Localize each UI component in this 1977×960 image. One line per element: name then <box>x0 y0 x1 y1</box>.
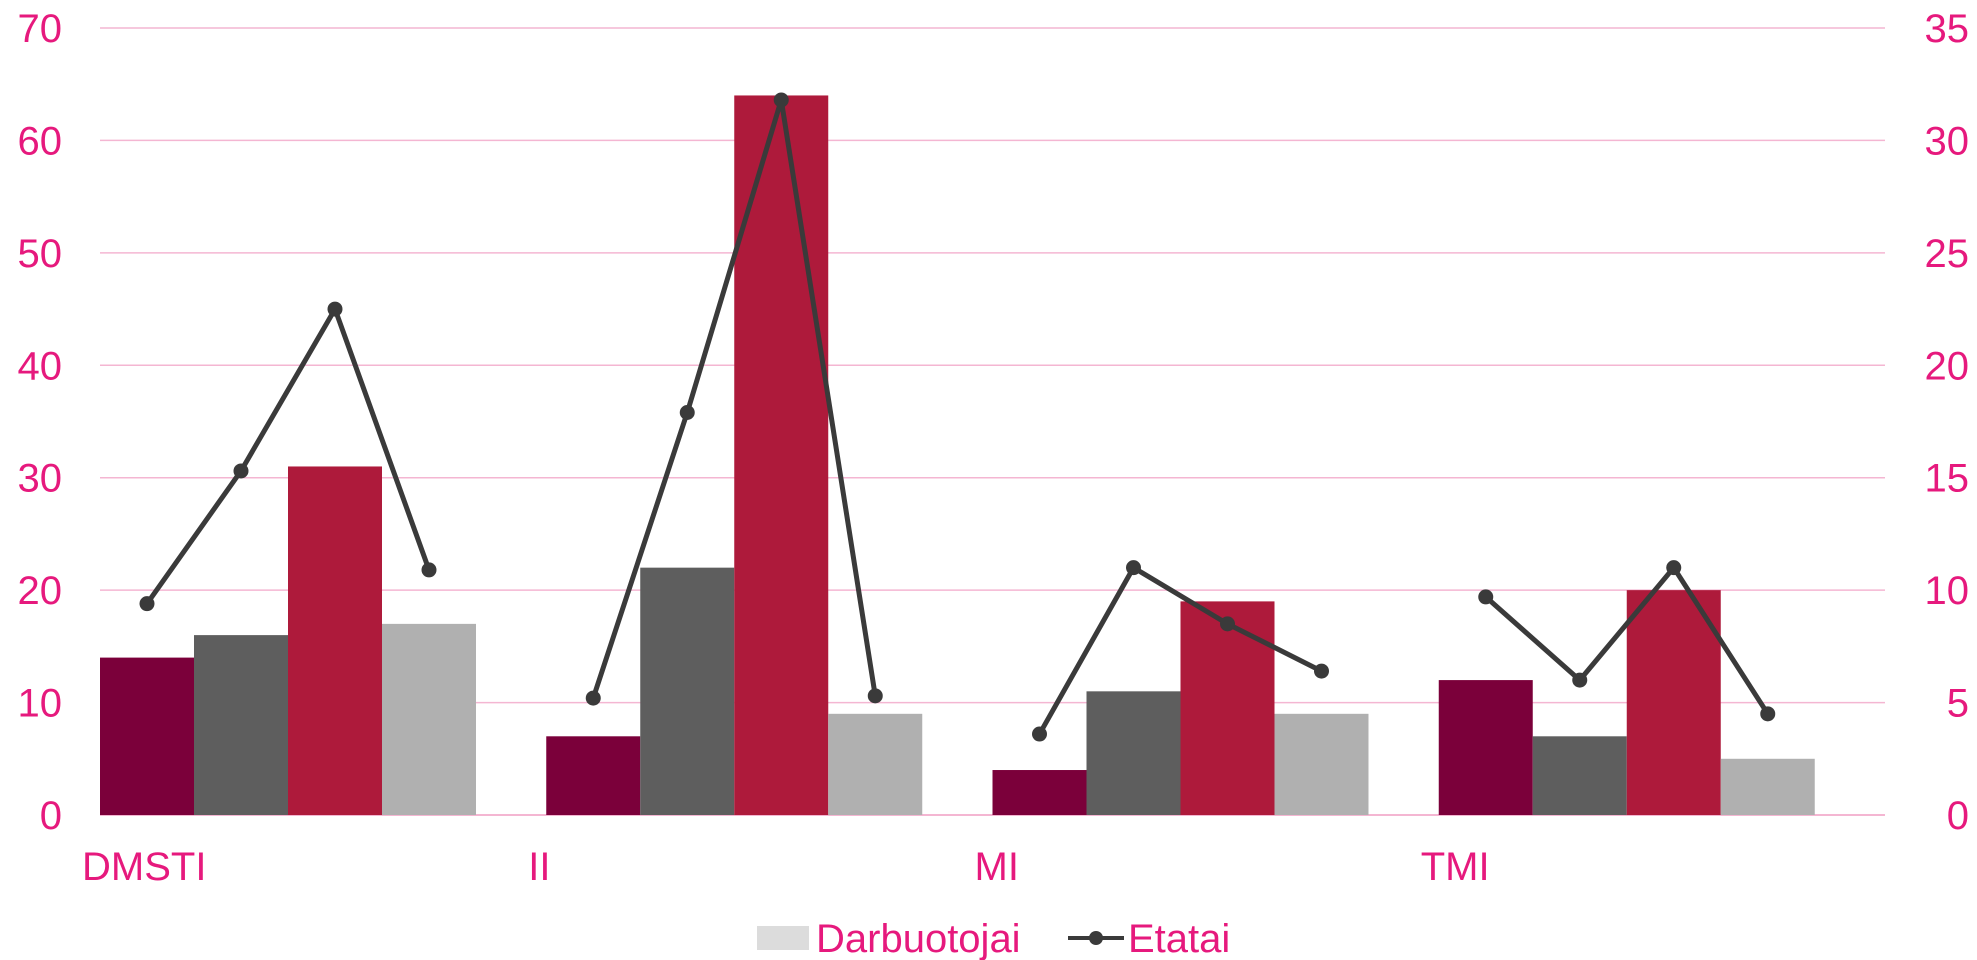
bar <box>992 770 1087 815</box>
etatai-point <box>1478 589 1494 605</box>
etatai-point <box>327 301 343 317</box>
bar <box>546 736 641 815</box>
bar <box>194 635 288 815</box>
left-y-tick-label: 70 <box>18 7 63 51</box>
bar <box>1438 680 1533 815</box>
etatai-point <box>1126 560 1141 576</box>
legend-swatch-darbuotojai <box>757 926 809 950</box>
bar <box>734 95 829 815</box>
bar-series <box>100 95 1815 815</box>
line-series <box>139 92 1776 742</box>
bar <box>1180 601 1275 815</box>
bar <box>828 713 923 815</box>
left-y-tick-label: 60 <box>18 119 63 163</box>
right-y-tick-label: 35 <box>1925 7 1970 51</box>
left-y-tick-label: 10 <box>18 682 63 726</box>
bar <box>1720 758 1815 815</box>
etatai-line <box>590 97 878 699</box>
right-y-tick-label: 25 <box>1925 232 1970 276</box>
bar <box>1626 590 1721 815</box>
left-y-tick-label: 20 <box>18 569 63 613</box>
bar <box>1086 691 1181 815</box>
right-y-tick-label: 20 <box>1925 344 1970 388</box>
category-axis: DMSTI II MI TMI <box>82 845 1490 889</box>
right-y-tick-label: 0 <box>1947 794 1969 838</box>
etatai-point <box>773 92 789 108</box>
right-y-tick-label: 10 <box>1925 569 1970 613</box>
left-y-tick-label: 30 <box>18 457 63 501</box>
legend-label-darbuotojai: Darbuotojai <box>816 917 1021 960</box>
left-y-tick-label: 50 <box>18 232 63 276</box>
category-label: DMSTI <box>82 845 206 889</box>
right-y-tick-label: 30 <box>1925 119 1970 163</box>
etatai-line <box>1037 565 1323 736</box>
etatai-point <box>421 562 437 578</box>
left-y-tick-label: 0 <box>40 794 62 838</box>
etatai-point <box>1760 706 1776 722</box>
bar <box>1274 713 1369 815</box>
bar <box>382 623 476 815</box>
etatai-point <box>139 596 155 612</box>
etatai-point <box>1666 560 1682 576</box>
etatai-point <box>585 690 601 706</box>
etatai-point <box>1220 616 1235 632</box>
etatai-point <box>233 463 249 479</box>
etatai-point <box>1032 726 1047 742</box>
left-y-tick-label: 40 <box>18 344 63 388</box>
bar <box>640 567 735 815</box>
right-y-tick-label: 15 <box>1925 457 1970 501</box>
etatai-line <box>144 306 432 606</box>
left-y-axis: 0 10 20 30 40 50 60 70 <box>18 7 63 838</box>
etatai-point <box>1572 672 1588 688</box>
etatai-point <box>679 405 695 421</box>
bar <box>1532 736 1627 815</box>
category-label: MI <box>975 845 1019 889</box>
category-label: II <box>528 845 550 889</box>
bar <box>100 657 194 815</box>
legend-marker-etatai <box>1089 931 1103 945</box>
category-label: TMI <box>1421 845 1490 889</box>
etatai-point <box>1314 663 1329 679</box>
legend-label-etatai: Etatai <box>1128 917 1230 960</box>
bar <box>288 466 382 815</box>
right-y-axis: 0 5 10 15 20 25 30 35 <box>1925 7 1970 838</box>
etatai-point <box>867 688 883 704</box>
legend: Darbuotojai Etatai <box>757 917 1230 960</box>
etatai-line <box>1484 565 1770 716</box>
right-y-tick-label: 5 <box>1947 682 1969 726</box>
